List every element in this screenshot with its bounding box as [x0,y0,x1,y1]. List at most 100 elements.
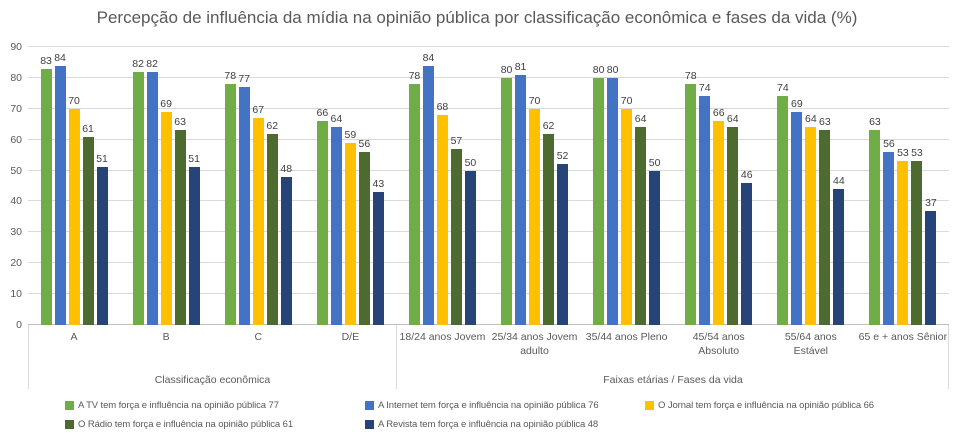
data-label: 53 [911,147,923,160]
bar[interactable]: 70 [621,95,632,325]
data-label: 56 [883,138,895,151]
bar[interactable]: 81 [515,61,526,325]
data-label: 52 [556,150,569,163]
plot-area: 83 84 70 61 51 82 82 69 63 51 78 77 67 62 48 66 64 59 56 43… [28,46,949,325]
bar[interactable]: 63 [174,116,186,325]
data-label: 63 [174,116,186,129]
bar[interactable]: 61 [82,123,94,325]
bar[interactable]: 69 [791,98,803,325]
data-label: 78 [684,70,697,83]
bar[interactable]: 66 [713,107,725,325]
bar[interactable]: 77 [238,73,250,325]
data-label: 80 [606,63,619,76]
category-group-label-ages: Faixas etárias / Fases da vida [603,374,743,386]
bar[interactable]: 82 [132,58,144,325]
data-label: 80 [500,63,513,76]
bar[interactable]: 70 [68,95,80,325]
category-label: 18/24 anos Jovem [399,331,486,343]
bar[interactable]: 64 [635,113,646,325]
legend-marker-icon [65,401,74,410]
data-label: 64 [634,113,647,126]
bar[interactable]: 84 [54,52,66,325]
data-label: 84 [54,51,66,64]
bar[interactable]: 66 [317,107,328,325]
category-label: 65 e + anos Sênior [858,331,948,343]
bar[interactable]: 69 [160,98,172,325]
bar[interactable]: 57 [451,135,462,325]
legend-label: O Rádio tem força e influência na opiniã… [78,419,294,430]
bar[interactable]: 50 [649,157,660,325]
legend-label: O Jornal tem força e influência na opini… [658,400,874,411]
gridline [28,231,949,233]
gridline [28,293,949,295]
bar[interactable]: 80 [501,64,512,325]
y-axis-label: 20 [10,257,22,270]
bar[interactable]: 62 [266,120,278,325]
bar[interactable]: 64 [805,113,817,325]
y-axis-label: 90 [10,41,22,53]
bar[interactable]: 59 [345,129,356,325]
data-label: 64 [805,113,817,126]
bar[interactable]: 78 [685,70,697,325]
legend-item[interactable]: A Revista tem força e influência na opin… [365,419,645,430]
data-label: 80 [592,63,605,76]
bar[interactable]: 82 [146,58,158,325]
bar[interactable]: 44 [833,175,845,325]
data-label: 64 [330,113,343,126]
bar[interactable]: 52 [557,150,568,325]
bar[interactable]: 51 [188,153,200,325]
bar-group: 78 77 67 62 48 [212,47,304,325]
gridline [28,169,949,171]
bar-group: 63 56 53 53 37 [857,47,949,325]
bar[interactable]: 67 [252,104,264,325]
bar[interactable]: 62 [543,120,554,325]
data-label: 46 [740,168,753,181]
y-axis-label: 70 [10,102,22,115]
bar[interactable]: 78 [409,70,420,325]
bar[interactable]: 43 [373,178,384,325]
bar[interactable]: 78 [224,70,236,325]
bar[interactable]: 64 [727,113,739,325]
bar[interactable]: 53 [911,147,923,325]
bar[interactable]: 46 [741,169,753,325]
data-label: 64 [726,113,739,126]
bar[interactable]: 74 [777,82,789,325]
bar[interactable]: 51 [96,153,108,325]
data-label: 78 [408,70,421,83]
bar[interactable]: 80 [593,64,604,325]
bar[interactable]: 63 [819,116,831,325]
legend-item[interactable]: A Internet tem força e influência na opi… [365,400,645,411]
bar[interactable]: 84 [423,52,434,325]
category-label: D/E [341,331,360,343]
bar[interactable]: 63 [869,116,881,325]
category-label: 55/64 anos Estável [784,331,837,358]
bar[interactable]: 74 [699,82,711,325]
bar[interactable]: 68 [437,101,448,325]
bar-group: 82 82 69 63 51 [120,47,212,325]
bar[interactable]: 70 [529,95,540,325]
y-axis-label: 60 [10,133,22,146]
legend-item[interactable]: O Jornal tem força e influência na opini… [645,400,952,411]
gridline [28,262,949,264]
legend-marker-icon [365,401,374,410]
bar[interactable]: 56 [359,138,370,325]
legend-marker-icon [365,420,374,429]
bar[interactable]: 53 [897,147,909,325]
data-label: 50 [464,156,477,169]
legend-item[interactable]: O Rádio tem força e influência na opiniã… [65,419,365,430]
legend-item[interactable]: A TV tem força e influência na opinião p… [65,400,365,411]
category-axis: A B C D/E 18/24 anos Jovem 25/34 anos Jovem a… [28,330,949,358]
y-axis-label: 40 [10,195,22,208]
gridline [28,46,949,47]
bar[interactable]: 48 [280,163,292,325]
category-label: B [162,331,170,343]
bar[interactable]: 37 [925,197,937,325]
bar[interactable]: 64 [331,113,342,325]
bar[interactable]: 50 [465,157,476,325]
bar[interactable]: 83 [40,55,52,325]
data-label: 44 [833,175,845,188]
bar[interactable]: 56 [883,138,895,325]
bar[interactable]: 80 [607,64,618,325]
legend-marker-icon [65,420,74,429]
